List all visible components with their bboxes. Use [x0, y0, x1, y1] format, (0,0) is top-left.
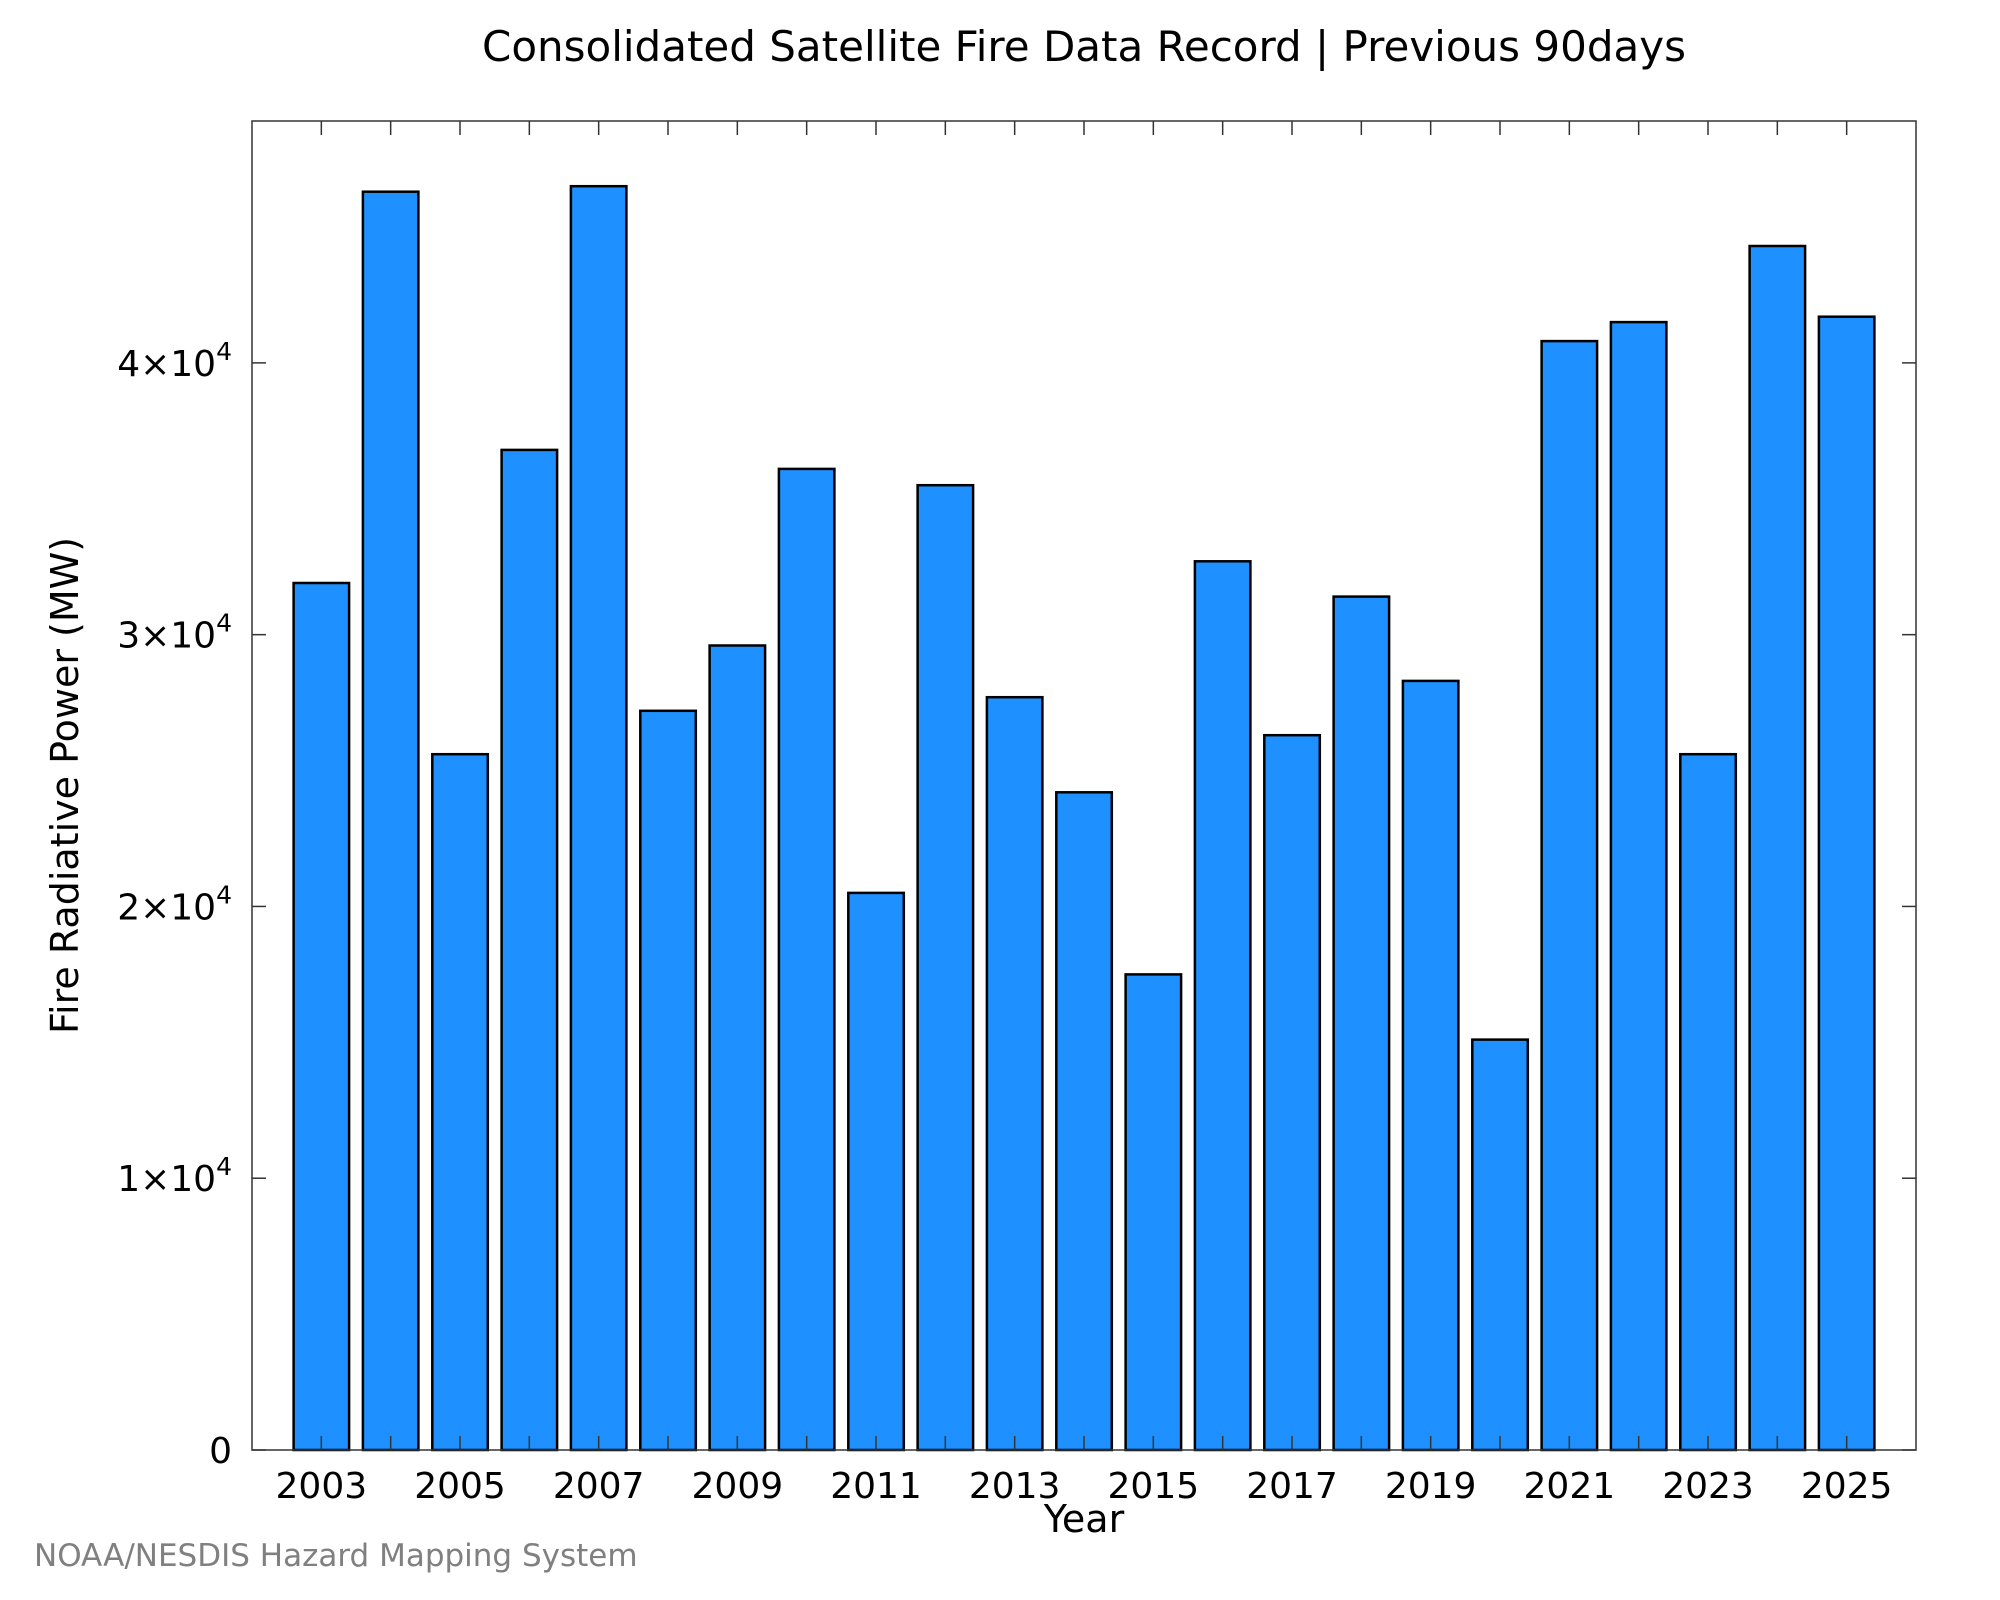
bar-2009 [708, 644, 767, 1452]
bar-2010 [777, 467, 836, 1452]
y-tick-label: 0 [209, 1431, 232, 1472]
x-tick-label: 2013 [969, 1466, 1061, 1507]
y-tick-label: 2×104 [117, 880, 232, 928]
bar-2021 [1540, 339, 1599, 1452]
bar-2020 [1471, 1038, 1530, 1452]
bar-2022 [1609, 320, 1668, 1452]
chart-title: Consolidated Satellite Fire Data Record … [482, 22, 1686, 71]
x-tick-label: 2009 [692, 1466, 784, 1507]
bar-2016 [1193, 560, 1252, 1452]
bar-2005 [431, 752, 490, 1452]
y-tick-label: 4×104 [117, 337, 232, 385]
bar-2008 [639, 709, 698, 1452]
x-tick-label: 2025 [1801, 1466, 1893, 1507]
y-tick-label: 1×104 [117, 1152, 232, 1200]
bars-layer [292, 184, 1876, 1452]
x-tick-label: 2017 [1246, 1466, 1338, 1507]
bar-2023 [1679, 752, 1738, 1452]
x-tick-label: 2021 [1524, 1466, 1616, 1507]
bar-2004 [361, 190, 420, 1452]
source-credit: NOAA/NESDIS Hazard Mapping System [34, 1538, 638, 1574]
x-tick-label: 2019 [1385, 1466, 1477, 1507]
x-tick-label: 2005 [414, 1466, 506, 1507]
x-tick-label: 2007 [553, 1466, 645, 1507]
bar-2025 [1817, 315, 1876, 1452]
bar-2013 [985, 695, 1044, 1452]
x-tick-label: 2015 [1108, 1466, 1200, 1507]
bar-2018 [1332, 595, 1391, 1452]
x-tick-label: 2023 [1662, 1466, 1754, 1507]
y-axis-label: Fire Radiative Power (MW) [43, 537, 87, 1034]
labels-layer: 0 1×104 2×104 3×104 4×104 2003 2005 2007 2009 201… [117, 337, 1892, 1507]
bar-2014 [1055, 791, 1114, 1452]
bar-2003 [292, 581, 351, 1452]
x-tick-label: 2003 [276, 1466, 368, 1507]
bar-2024 [1748, 244, 1807, 1452]
bar-2019 [1401, 679, 1460, 1452]
bar-2017 [1263, 733, 1322, 1452]
bar-2012 [916, 483, 975, 1452]
y-tick-label: 3×104 [117, 609, 232, 657]
x-tick-label: 2011 [830, 1466, 922, 1507]
bar-2015 [1124, 973, 1183, 1452]
ticks-layer [252, 121, 1916, 1451]
x-axis-label: Year [1043, 1497, 1125, 1541]
bar-2007 [569, 184, 628, 1452]
bar-2011 [847, 891, 906, 1452]
bar-2006 [500, 448, 559, 1452]
